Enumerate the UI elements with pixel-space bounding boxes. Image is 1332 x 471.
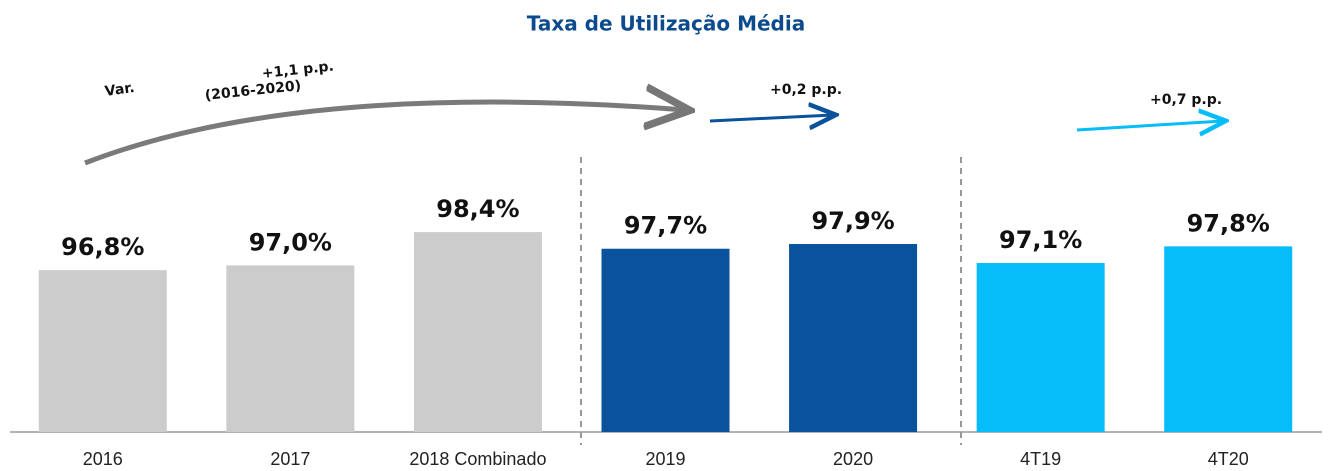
x-tick-label: 2019 [645,449,685,469]
value-label: 97,7% [624,212,707,240]
x-tick-label: 4T19 [1020,449,1061,469]
value-label: 98,4% [436,195,519,223]
x-tick-label: 2020 [833,449,873,469]
value-label: 97,8% [1187,209,1270,237]
bar [226,265,355,432]
value-label: 97,0% [249,228,332,256]
annotation: Var. [104,80,136,100]
bar [413,232,542,432]
x-tick-label: 4T20 [1208,449,1249,469]
arrow [709,115,833,121]
annotation: (2016-2020) [204,78,302,104]
chart-title: Taxa de Utilização Média [527,12,805,36]
arrow [84,102,685,166]
annotation: +1,1 p.p. [261,59,334,82]
annotation: +0,2 p.p. [770,82,842,98]
x-tick-label: 2017 [270,449,310,469]
bar [38,270,167,432]
x-tick-label: 2018 Combinado [409,449,546,469]
arrow [1076,121,1223,130]
bar [976,263,1105,432]
value-label: 97,9% [811,207,894,235]
annotation: +0,7 p.p. [1150,92,1222,108]
value-label: 96,8% [61,233,144,261]
value-label: 97,1% [999,226,1082,254]
x-tick-label: 2016 [83,449,123,469]
bar [789,243,918,432]
bar [1164,246,1293,432]
bar [601,248,730,432]
